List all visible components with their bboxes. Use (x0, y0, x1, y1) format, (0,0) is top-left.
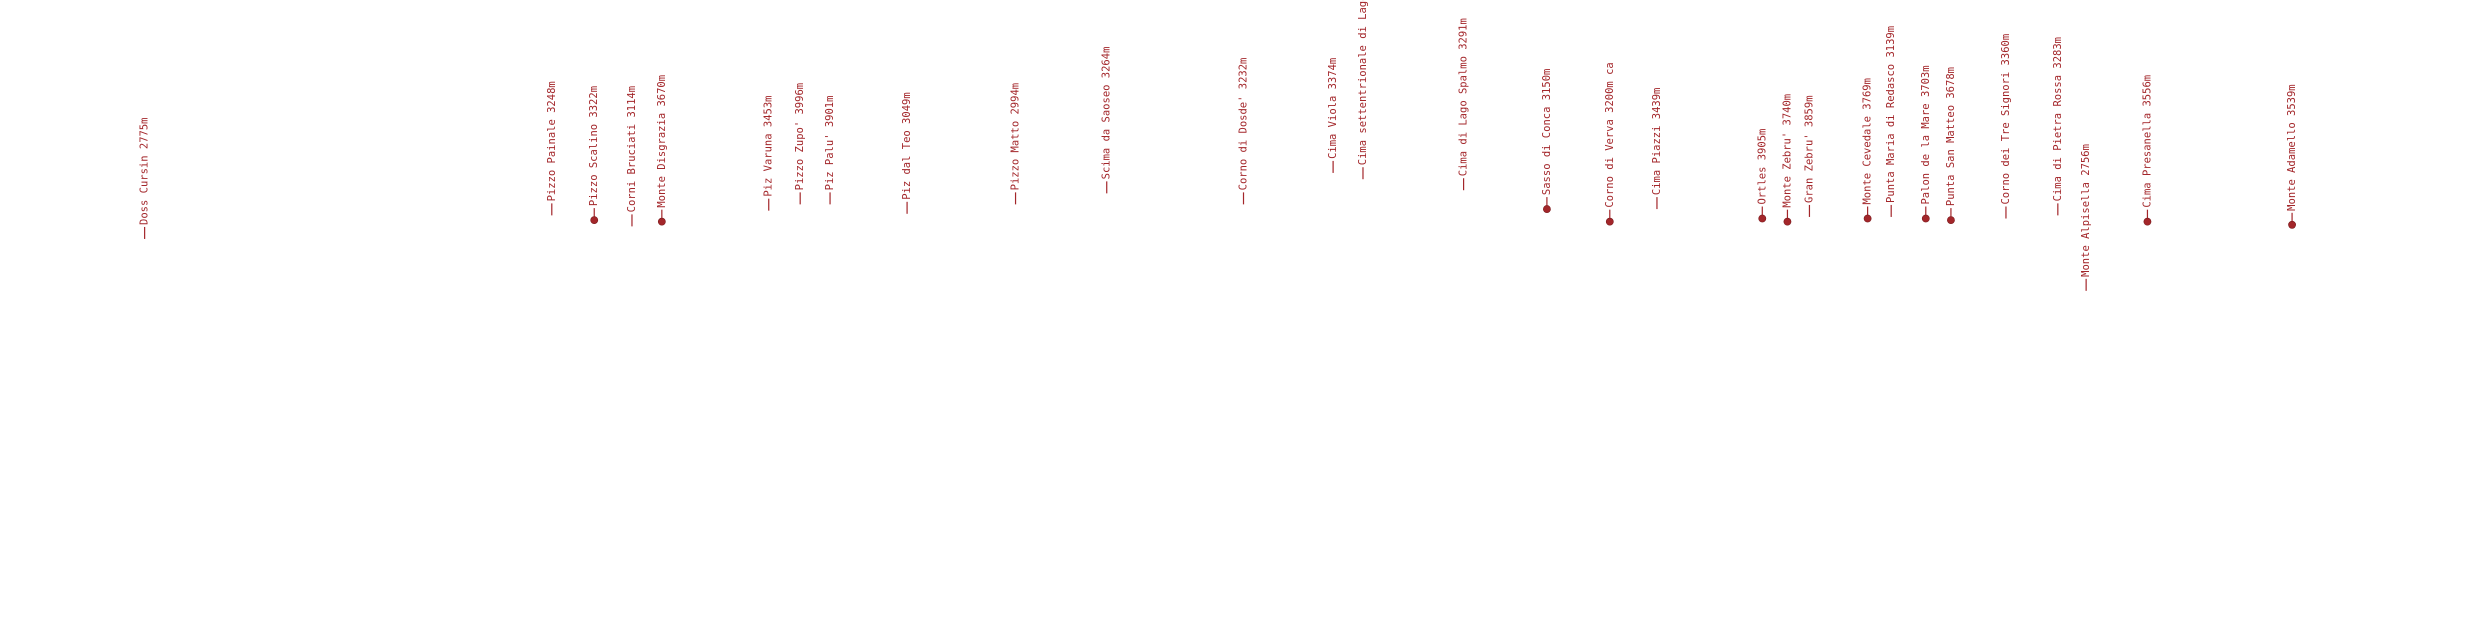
peak-label: Piz dal Teo 3049m (901, 92, 913, 199)
peak-label: Corno dei Tre Signori 3360m (2000, 34, 2012, 205)
peak-marker: Pizzo Matto 2994m (1010, 83, 1022, 205)
peak-marker: Pizzo Zupo' 3996m (794, 83, 806, 205)
peak-dot (1543, 205, 1551, 213)
peak-marker: Pizzo Painale 3248m (546, 81, 558, 216)
peak-label: Cima Piazzi 3439m (1651, 88, 1663, 195)
peak-label: Cima di Lago Spalmo 3291m (1458, 18, 1470, 176)
peak-dot (1921, 214, 1930, 223)
peak-dot (1863, 214, 1872, 223)
peak-label: Monte Adamello 3539m (2286, 84, 2298, 210)
peak-label: Punta San Matteo 3678m (1945, 67, 1957, 206)
peak-label: Pizzo Matto 2994m (1010, 83, 1022, 190)
peak-dot (657, 217, 666, 226)
peak-label: Pizzo Scalino 3322m (588, 86, 600, 206)
peak-marker: Scima da Saoseo 3264m (1101, 47, 1113, 194)
peak-marker: Monte Adamello 3539m (2286, 84, 2298, 229)
peak-dot (590, 216, 599, 224)
peak-marker: Monte Alpisella 2756m (2080, 144, 2092, 291)
peak-marker: Corno di Verva 3200m ca (1604, 62, 1616, 226)
peak-label: Cima Viola 3374m (1327, 58, 1339, 159)
peak-label: Scima da Saoseo 3264m (1101, 47, 1113, 180)
peak-label: Pizzo Zupo' 3996m (794, 83, 806, 190)
peak-dot (2143, 217, 2152, 226)
peak-marker: Ortles 3905m (1756, 129, 1768, 223)
peak-label: Monte Disgrazia 3670m (656, 75, 668, 208)
peak-dot (1947, 216, 1955, 224)
peak-dot (1783, 217, 1792, 226)
peak-marker: Corno di Dosde' 3232m (1238, 58, 1250, 205)
peak-label: Corno di Dosde' 3232m (1238, 58, 1250, 191)
peak-dot (1605, 217, 1614, 226)
peak-label: Ortles 3905m (1756, 129, 1768, 205)
peak-marker: Palon de la Mare 3703m (1920, 65, 1932, 223)
peak-marker: Cima di Pietra Rossa 3283m (2052, 37, 2064, 216)
peak-label: Corni Bruciati 3114m (626, 86, 638, 212)
peak-marker: Cima Presanella 3556m (2141, 75, 2153, 226)
peak-label: Cima settentrionale di Lago (1357, 0, 1369, 165)
peak-label: Cima di Pietra Rossa 3283m (2052, 37, 2064, 201)
peak-marker: Monte Zebru' 3740m (1781, 94, 1793, 226)
peak-marker: Cima Piazzi 3439m (1651, 88, 1663, 210)
peak-marker: Cima Viola 3374m (1327, 58, 1339, 173)
peak-label: Monte Zebru' 3740m (1781, 94, 1793, 208)
peak-dot (2288, 220, 2296, 229)
peak-marker: Pizzo Scalino 3322m (588, 86, 600, 224)
peak-label: Sasso di Conca 3150m (1541, 69, 1553, 195)
peak-marker: Doss Cursin 2775m (139, 117, 151, 239)
peak-label: Pizzo Painale 3248m (546, 81, 558, 201)
peak-label: Punta Maria di Redasco 3139m (1885, 26, 1897, 203)
peak-marker: Gran Zebru' 3859m (1803, 95, 1815, 217)
peak-marker: Piz Varuna 3453m (763, 96, 775, 211)
peak-marker: Cima di Lago Spalmo 3291m (1458, 18, 1470, 191)
peak-marker: Sasso di Conca 3150m (1541, 69, 1553, 213)
peak-marker: Corni Bruciati 3114m (626, 86, 638, 227)
peak-marker: Piz dal Teo 3049m (901, 92, 913, 214)
peak-marker: Corno dei Tre Signori 3360m (2000, 34, 2012, 219)
peak-label: Doss Cursin 2775m (139, 117, 151, 224)
peak-label: Monte Alpisella 2756m (2080, 144, 2092, 277)
peak-label: Corno di Verva 3200m ca (1604, 62, 1616, 207)
peak-label: Monte Cevedale 3769m (1862, 78, 1874, 204)
peak-marker: Monte Cevedale 3769m (1862, 78, 1874, 223)
peak-marker: Monte Disgrazia 3670m (656, 75, 668, 226)
peak-label: Gran Zebru' 3859m (1803, 95, 1815, 202)
peak-label: Piz Palu' 3901m (824, 96, 836, 191)
peak-label: Palon de la Mare 3703m (1920, 65, 1932, 204)
peak-dot (1758, 214, 1767, 223)
peak-marker: Punta Maria di Redasco 3139m (1885, 26, 1897, 217)
peak-label: Piz Varuna 3453m (763, 96, 775, 197)
peak-marker: Piz Palu' 3901m (824, 96, 836, 205)
peak-label: Cima Presanella 3556m (2141, 75, 2153, 208)
peak-marker: Punta San Matteo 3678m (1945, 67, 1957, 224)
peak-marker: Cima settentrionale di Lago (1357, 0, 1369, 180)
